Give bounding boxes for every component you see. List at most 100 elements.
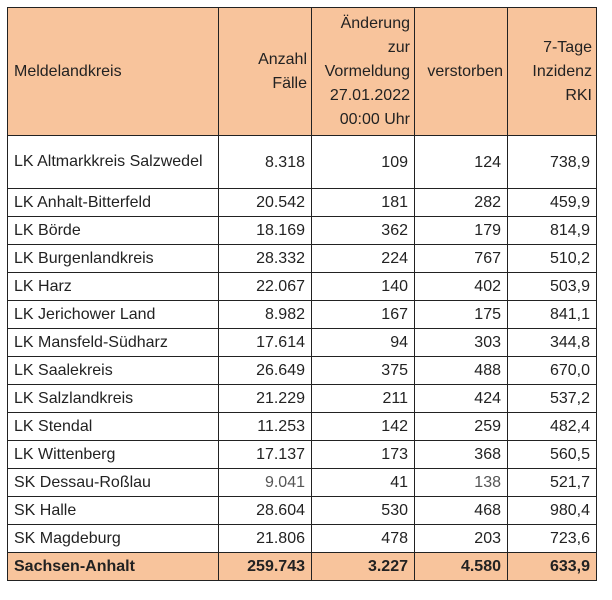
table-header: Meldelandkreis Anzahl Fälle Änderung zur… [7, 7, 597, 136]
table-row: SK Dessau-Roßlau 9.041 41 138 521,7 [7, 468, 597, 497]
cell-inzidenz: 560,5 [507, 440, 597, 469]
table-row: SK Magdeburg 21.806 478 203 723,6 [7, 524, 597, 553]
table-row: SK Halle 28.604 530 468 980,4 [7, 496, 597, 525]
table-row: LK Stendal 11.253 142 259 482,4 [7, 412, 597, 441]
cell-inzidenz: 510,2 [507, 244, 597, 273]
cell-kreis: SK Halle [7, 496, 219, 525]
table-row: LK Saalekreis 26.649 375 488 670,0 [7, 356, 597, 385]
cell-faelle: 26.649 [218, 356, 312, 385]
cell-verstorben: 175 [414, 300, 508, 329]
cell-faelle: 17.137 [218, 440, 312, 469]
cell-kreis: SK Magdeburg [7, 524, 219, 553]
header-anzahl-faelle: Anzahl Fälle [218, 7, 312, 136]
cell-verstorben: 303 [414, 328, 508, 357]
cell-kreis: LK Saalekreis [7, 356, 219, 385]
header-inzidenz: 7-Tage Inzidenz RKI [507, 7, 597, 136]
cell-faelle: 28.604 [218, 496, 312, 525]
cell-faelle: 17.614 [218, 328, 312, 357]
cell-faelle: 8.982 [218, 300, 312, 329]
cell-faelle: 9.041 [218, 468, 312, 497]
total-aenderung: 3.227 [311, 552, 415, 581]
header-row: Meldelandkreis Anzahl Fälle Änderung zur… [7, 7, 597, 136]
cell-kreis: LK Altmarkkreis Salzwedel [7, 135, 219, 189]
header-verstorben: verstorben [414, 7, 508, 136]
table-row: LK Anhalt-Bitterfeld 20.542 181 282 459,… [7, 188, 597, 217]
cell-aenderung: 140 [311, 272, 415, 301]
cell-inzidenz: 503,9 [507, 272, 597, 301]
cell-aenderung: 375 [311, 356, 415, 385]
cell-faelle: 28.332 [218, 244, 312, 273]
cell-kreis: LK Anhalt-Bitterfeld [7, 188, 219, 217]
cell-verstorben: 203 [414, 524, 508, 553]
table-row: LK Salzlandkreis 21.229 211 424 537,2 [7, 384, 597, 413]
cell-aenderung: 41 [311, 468, 415, 497]
total-verstorben: 4.580 [414, 552, 508, 581]
table-body: LK Altmarkkreis Salzwedel 8.318 109 124 … [7, 135, 597, 553]
table-row: LK Jerichower Land 8.982 167 175 841,1 [7, 300, 597, 329]
cell-aenderung: 478 [311, 524, 415, 553]
header-meldelandkreis: Meldelandkreis [7, 7, 219, 136]
cell-faelle: 20.542 [218, 188, 312, 217]
cell-kreis: SK Dessau-Roßlau [7, 468, 219, 497]
cell-verstorben: 259 [414, 412, 508, 441]
cell-aenderung: 530 [311, 496, 415, 525]
cell-inzidenz: 670,0 [507, 356, 597, 385]
table-row: LK Burgenlandkreis 28.332 224 767 510,2 [7, 244, 597, 273]
table-row: LK Wittenberg 17.137 173 368 560,5 [7, 440, 597, 469]
cell-inzidenz: 738,9 [507, 135, 597, 189]
total-inzidenz: 633,9 [507, 552, 597, 581]
cell-inzidenz: 980,4 [507, 496, 597, 525]
total-kreis: Sachsen-Anhalt [7, 552, 219, 581]
total-faelle: 259.743 [218, 552, 312, 581]
cell-faelle: 21.806 [218, 524, 312, 553]
cell-verstorben: 402 [414, 272, 508, 301]
cell-verstorben: 179 [414, 216, 508, 245]
cell-faelle: 18.169 [218, 216, 312, 245]
table-row: LK Harz 22.067 140 402 503,9 [7, 272, 597, 301]
cell-faelle: 21.229 [218, 384, 312, 413]
cell-verstorben: 368 [414, 440, 508, 469]
cell-inzidenz: 482,4 [507, 412, 597, 441]
cell-kreis: LK Wittenberg [7, 440, 219, 469]
cell-aenderung: 211 [311, 384, 415, 413]
cell-kreis: LK Börde [7, 216, 219, 245]
cell-verstorben: 468 [414, 496, 508, 525]
table-row: LK Mansfeld-Südharz 17.614 94 303 344,8 [7, 328, 597, 357]
cell-inzidenz: 537,2 [507, 384, 597, 413]
table-row: LK Börde 18.169 362 179 814,9 [7, 216, 597, 245]
cell-aenderung: 173 [311, 440, 415, 469]
cell-inzidenz: 344,8 [507, 328, 597, 357]
cell-verstorben: 282 [414, 188, 508, 217]
header-aenderung: Änderung zur Vormeldung 27.01.2022 00:00… [311, 7, 415, 136]
cell-kreis: LK Salzlandkreis [7, 384, 219, 413]
cell-verstorben: 124 [414, 135, 508, 189]
cell-aenderung: 224 [311, 244, 415, 273]
cell-inzidenz: 841,1 [507, 300, 597, 329]
cell-inzidenz: 459,9 [507, 188, 597, 217]
cell-aenderung: 167 [311, 300, 415, 329]
cell-faelle: 22.067 [218, 272, 312, 301]
table-row: LK Altmarkkreis Salzwedel 8.318 109 124 … [7, 135, 597, 189]
cell-aenderung: 142 [311, 412, 415, 441]
cell-aenderung: 362 [311, 216, 415, 245]
cell-inzidenz: 814,9 [507, 216, 597, 245]
cell-kreis: LK Mansfeld-Südharz [7, 328, 219, 357]
cell-kreis: LK Jerichower Land [7, 300, 219, 329]
cell-faelle: 11.253 [218, 412, 312, 441]
cell-kreis: LK Harz [7, 272, 219, 301]
cell-kreis: LK Burgenlandkreis [7, 244, 219, 273]
cell-inzidenz: 723,6 [507, 524, 597, 553]
cell-verstorben: 424 [414, 384, 508, 413]
cell-verstorben: 767 [414, 244, 508, 273]
cell-aenderung: 181 [311, 188, 415, 217]
cell-verstorben: 138 [414, 468, 508, 497]
cell-kreis: LK Stendal [7, 412, 219, 441]
covid-cases-table: Meldelandkreis Anzahl Fälle Änderung zur… [7, 7, 597, 581]
cell-faelle: 8.318 [218, 135, 312, 189]
table-footer: Sachsen-Anhalt 259.743 3.227 4.580 633,9 [7, 552, 597, 581]
cell-verstorben: 488 [414, 356, 508, 385]
total-row: Sachsen-Anhalt 259.743 3.227 4.580 633,9 [7, 552, 597, 581]
cell-aenderung: 94 [311, 328, 415, 357]
cell-inzidenz: 521,7 [507, 468, 597, 497]
cell-aenderung: 109 [311, 135, 415, 189]
